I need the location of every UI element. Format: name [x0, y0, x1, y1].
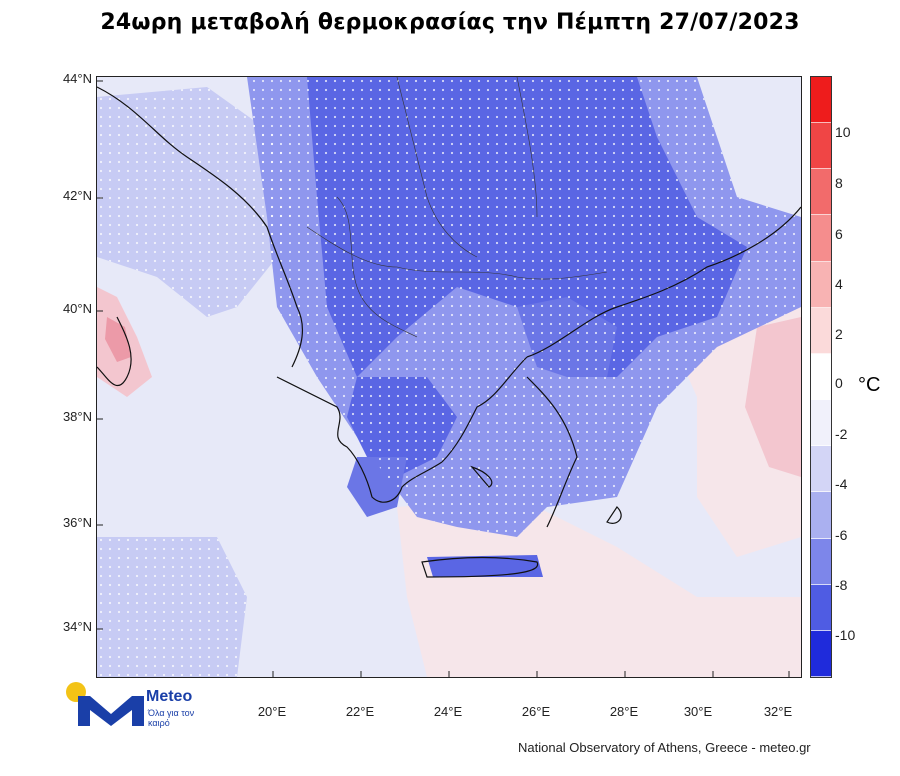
meteo-m-icon [78, 696, 144, 726]
lat-label-34: 34°N [62, 619, 92, 634]
lat-label-40: 40°N [62, 301, 92, 316]
cold-core-crete [427, 555, 543, 577]
colorbar-unit: °C [858, 374, 881, 396]
colorbar-tick: 0 [835, 375, 843, 391]
colorbar-segment [811, 538, 831, 585]
colorbar-segment [811, 261, 831, 308]
logo-tagline: Όλα για τον καιρό [148, 708, 195, 728]
colorbar-segment [811, 400, 831, 447]
warm-area-south [397, 497, 801, 677]
colorbar-tick: 4 [835, 276, 843, 292]
map-title: 24ωρη μεταβολή θερμοκρασίας την Πέμπτη 2… [100, 10, 800, 35]
coastlines [97, 86, 801, 578]
temperature-change-map [96, 76, 802, 678]
colorbar-segment [811, 307, 831, 354]
value-dots-southwest [97, 537, 247, 677]
graticule-ticks [97, 80, 790, 677]
map-canvas [97, 77, 801, 677]
country-borders [306, 77, 608, 338]
colorbar-segment [811, 77, 831, 124]
lon-label-28: 28°E [609, 704, 639, 719]
colorbar-tick: 10 [835, 124, 851, 140]
value-dots-west [97, 87, 297, 317]
lon-label-20: 20°E [257, 704, 287, 719]
lon-label-26: 26°E [521, 704, 551, 719]
warm-core-turkey [745, 317, 801, 477]
colorbar-tick: -2 [835, 426, 848, 442]
colorbar-segment [811, 584, 831, 631]
lat-label-36: 36°N [62, 515, 92, 530]
colorbar-tick: 6 [835, 226, 843, 242]
colorbar-segment [811, 492, 831, 539]
lat-label-44: 44°N [62, 71, 92, 86]
lat-label-42: 42°N [62, 188, 92, 203]
colorbar-tick: -10 [835, 627, 856, 643]
colorbar-segment [811, 169, 831, 216]
colorbar-tick: -4 [835, 476, 848, 492]
lat-label-38: 38°N [62, 409, 92, 424]
lon-label-32: 32°E [763, 704, 793, 719]
colorbar-segment [811, 215, 831, 262]
colorbar-tick: 8 [835, 175, 843, 191]
colorbar-tick: -8 [835, 577, 848, 593]
colorbar [810, 76, 832, 678]
colorbar-tick: -6 [835, 527, 848, 543]
colorbar-tick: 2 [835, 326, 843, 342]
colorbar-segment [811, 353, 831, 401]
colorbar-segment [811, 446, 831, 493]
colorbar-segment [811, 123, 831, 170]
lon-label-24: 24°E [433, 704, 463, 719]
value-dots-balkans [247, 77, 801, 537]
logo-name: Meteo [146, 688, 193, 705]
lon-label-22: 22°E [345, 704, 375, 719]
meteo-logo: Meteo Όλα για τον καιρό [64, 680, 224, 730]
credit-text: National Observatory of Athens, Greece -… [518, 740, 811, 755]
warm-core-italy [105, 317, 131, 362]
colorbar-segment [811, 630, 831, 678]
lon-label-30: 30°E [683, 704, 713, 719]
